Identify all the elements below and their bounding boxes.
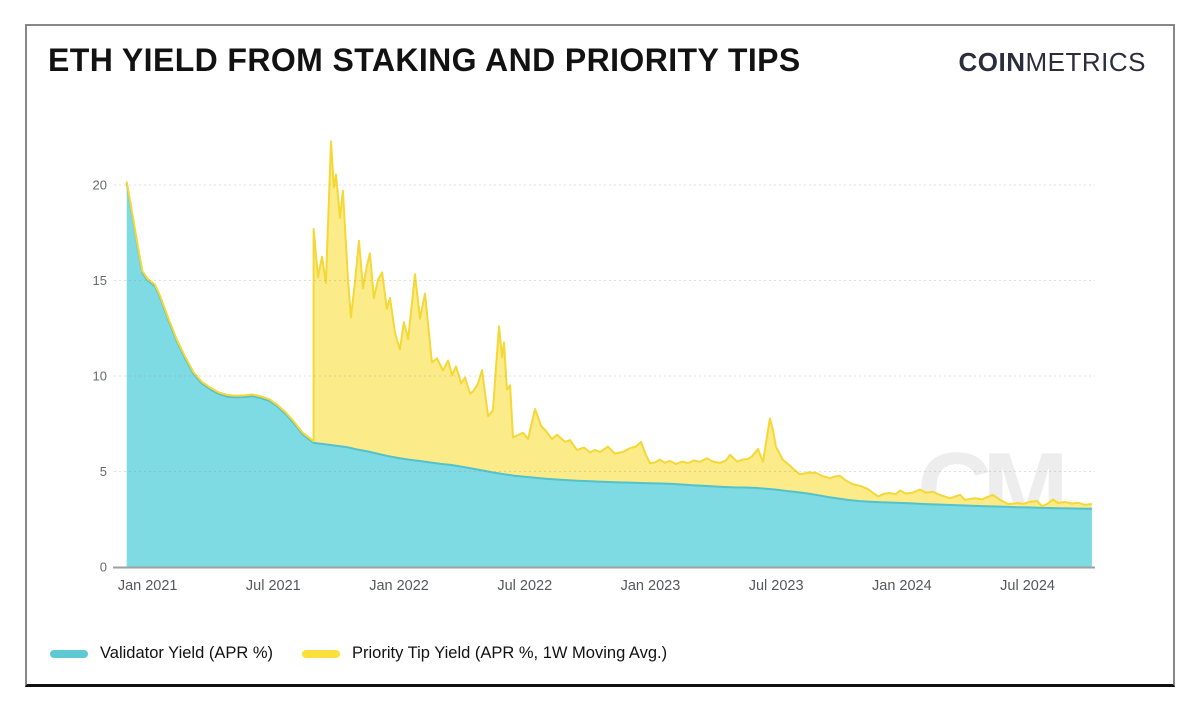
x-tick-label-jan-2024: Jan 2024 <box>872 578 932 594</box>
x-tick-label-jan-2023: Jan 2023 <box>621 578 681 594</box>
chart-card <box>25 24 1175 687</box>
x-tick-label-jul-2024: Jul 2024 <box>1000 578 1055 594</box>
logo-coin-text: COIN <box>958 47 1026 77</box>
page-title: ETH YIELD FROM STAKING AND PRIORITY TIPS <box>48 42 801 78</box>
x-tick-label-jul-2021: Jul 2021 <box>246 578 301 594</box>
priority-tip-yield-area <box>313 141 1092 509</box>
x-tick-label-jan-2022: Jan 2022 <box>369 578 429 594</box>
y-tick-label-5: 5 <box>100 464 107 479</box>
x-tick-label-jul-2022: Jul 2022 <box>497 578 552 594</box>
x-tick-label-jan-2021: Jan 2021 <box>118 578 178 594</box>
x-tick-label-jul-2023: Jul 2023 <box>749 578 804 594</box>
y-tick-label-20: 20 <box>93 178 107 193</box>
validator-yield-area <box>126 183 1092 567</box>
logo-metrics-text: METRICS <box>1025 47 1146 77</box>
y-tick-label-15: 15 <box>93 273 107 288</box>
y-tick-label-10: 10 <box>93 369 107 384</box>
y-tick-label-0: 0 <box>100 560 107 575</box>
coinmetrics-logo: COINMETRICS <box>959 47 1147 78</box>
validator-yield-line <box>125 182 1092 510</box>
priority-tip-yield-line <box>125 140 1093 507</box>
